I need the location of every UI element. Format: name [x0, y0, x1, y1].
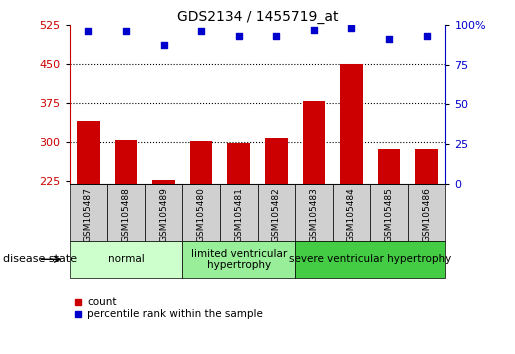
Bar [115, 140, 137, 184]
Point [160, 42, 168, 48]
Bar [70, 241, 182, 278]
Bar [265, 138, 287, 184]
Bar [408, 184, 445, 241]
Text: severe ventricular hypertrophy: severe ventricular hypertrophy [289, 254, 452, 264]
Text: GSM105486: GSM105486 [422, 187, 431, 242]
Point [122, 28, 130, 34]
Point [385, 36, 393, 42]
Bar [340, 64, 363, 184]
Bar [70, 184, 107, 241]
Point [423, 33, 431, 39]
Text: GSM105480: GSM105480 [197, 187, 205, 242]
Bar [370, 184, 408, 241]
Bar [303, 101, 325, 184]
Bar [182, 241, 295, 278]
Text: GSM105484: GSM105484 [347, 187, 356, 242]
Point [272, 33, 280, 39]
Bar [416, 149, 438, 184]
Legend: count, percentile rank within the sample: count, percentile rank within the sample [75, 297, 263, 319]
Bar [145, 184, 182, 241]
Bar [152, 180, 175, 184]
Text: disease state: disease state [3, 254, 77, 264]
Bar [182, 184, 220, 241]
Point [235, 33, 243, 39]
Point [347, 25, 355, 31]
Text: limited ventricular
hypertrophy: limited ventricular hypertrophy [191, 249, 287, 270]
Title: GDS2134 / 1455719_at: GDS2134 / 1455719_at [177, 10, 338, 24]
Text: GSM105485: GSM105485 [385, 187, 393, 242]
Bar [295, 184, 333, 241]
Text: normal: normal [108, 254, 144, 264]
Text: GSM105488: GSM105488 [122, 187, 130, 242]
Text: GSM105487: GSM105487 [84, 187, 93, 242]
Bar [333, 184, 370, 241]
Bar [228, 143, 250, 184]
Text: GSM105481: GSM105481 [234, 187, 243, 242]
Bar [295, 241, 445, 278]
Bar [190, 141, 212, 184]
Text: GSM105482: GSM105482 [272, 187, 281, 242]
Text: GSM105483: GSM105483 [310, 187, 318, 242]
Point [197, 28, 205, 34]
Point [84, 28, 93, 34]
Bar [258, 184, 295, 241]
Bar [378, 149, 400, 184]
Bar [220, 184, 258, 241]
Bar [77, 121, 99, 184]
Point [310, 27, 318, 32]
Text: GSM105489: GSM105489 [159, 187, 168, 242]
Bar [107, 184, 145, 241]
